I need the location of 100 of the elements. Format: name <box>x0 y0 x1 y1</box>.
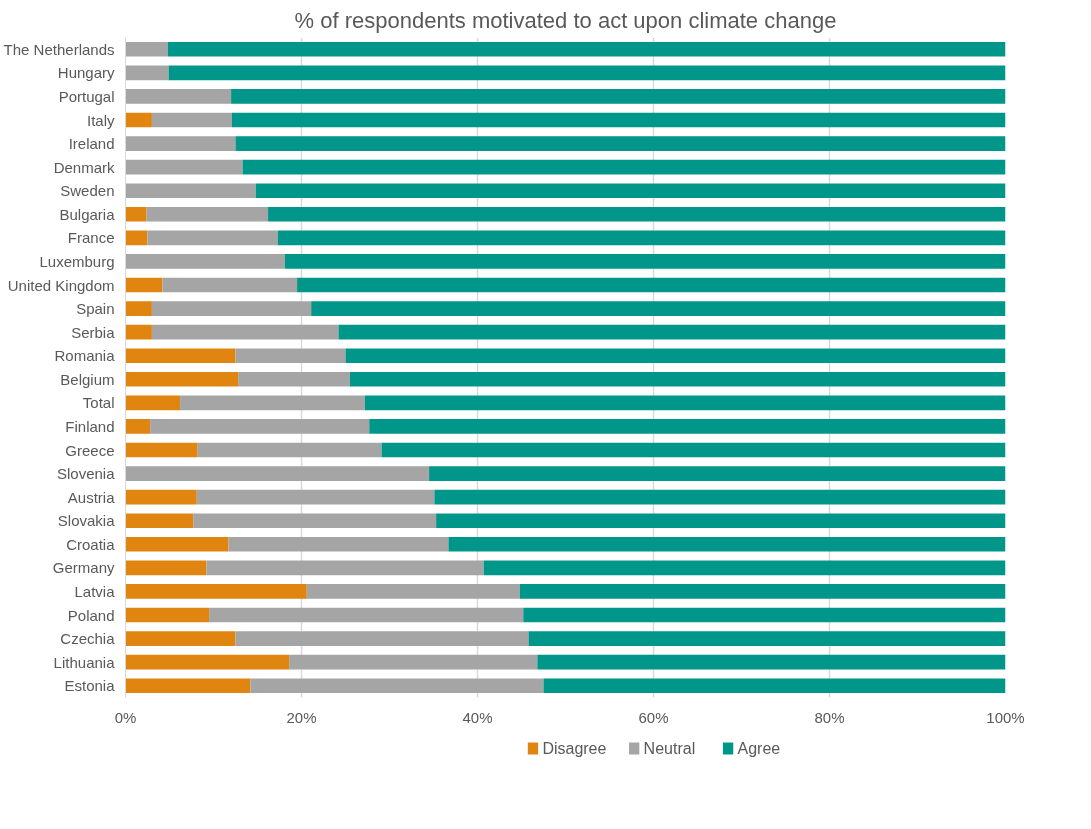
bar <box>537 654 1006 670</box>
y-tick-label: Germany <box>52 559 115 577</box>
bar <box>125 419 151 434</box>
bar <box>345 348 1006 364</box>
y-tick-label: Belgium <box>60 370 115 388</box>
y-tick-label: Portugal <box>58 87 115 105</box>
bar <box>277 230 1006 246</box>
bar <box>364 395 1006 411</box>
bar <box>125 631 236 646</box>
bar <box>242 159 1006 175</box>
bar <box>125 159 243 175</box>
bar <box>151 112 232 128</box>
x-tick-label: 100% <box>986 708 1025 726</box>
bar <box>306 584 520 599</box>
y-tick-label: Slovakia <box>57 512 116 530</box>
bar <box>255 183 1006 199</box>
y-tick-label: Hungary <box>57 64 115 82</box>
bar <box>125 324 152 340</box>
bar <box>151 301 312 316</box>
bar <box>231 89 1006 104</box>
bar <box>543 678 1006 694</box>
bar <box>528 631 1006 646</box>
bar <box>448 536 1006 552</box>
y-tick-label: Denmark <box>53 158 115 176</box>
bar <box>238 371 350 387</box>
bar <box>125 607 210 623</box>
y-tick-label: Slovenia <box>56 465 116 483</box>
bar <box>125 41 168 57</box>
bar <box>369 419 1006 434</box>
bar <box>125 136 236 151</box>
y-tick-label: Finland <box>65 417 115 435</box>
x-tick-label: 80% <box>814 708 845 726</box>
y-tick-label: Croatia <box>66 535 116 553</box>
bar <box>125 89 232 104</box>
bar <box>125 112 152 128</box>
bar <box>125 560 207 576</box>
y-tick-label: Austria <box>67 488 116 506</box>
bar <box>125 442 198 458</box>
bar <box>125 489 197 505</box>
legend-label: Neutral <box>643 740 696 757</box>
y-tick-label: Greece <box>65 441 115 459</box>
bar <box>151 324 339 340</box>
x-tick-label: 20% <box>286 708 317 726</box>
bar <box>125 678 251 694</box>
y-tick-label: Sweden <box>60 182 115 200</box>
bar <box>162 277 298 293</box>
bar <box>338 324 1006 340</box>
y-tick-label: Ireland <box>68 135 115 153</box>
bar <box>235 348 346 364</box>
bar <box>125 183 256 199</box>
bar <box>125 395 181 411</box>
bar <box>297 277 1006 293</box>
y-tick-label: Lithuania <box>53 653 116 671</box>
y-tick-label: Total <box>82 394 115 412</box>
y-tick-label: Czechia <box>60 630 116 648</box>
bar <box>311 301 1006 316</box>
y-tick-label: France <box>67 229 115 247</box>
bar <box>231 112 1006 128</box>
bar <box>125 654 290 670</box>
bar <box>167 41 1006 57</box>
y-tick-label: United Kingdom <box>7 276 115 294</box>
bar <box>436 513 1006 529</box>
y-tick-label: Poland <box>67 606 115 624</box>
y-tick-label: Italy <box>86 111 115 129</box>
bar <box>284 254 1006 269</box>
y-tick-label: Estonia <box>64 677 116 695</box>
chart-title: % of respondents motivated to act upon climate change <box>294 7 837 33</box>
bar <box>125 254 285 269</box>
bar <box>235 631 529 646</box>
y-tick-label: Serbia <box>71 323 116 341</box>
legend-label: Disagree <box>542 740 607 757</box>
bar <box>434 489 1006 505</box>
bar <box>206 560 484 576</box>
bar <box>125 277 163 293</box>
bar <box>125 466 430 481</box>
bar <box>483 560 1006 576</box>
y-tick-label: Latvia <box>74 582 116 600</box>
bar <box>125 371 239 387</box>
bar <box>168 65 1006 81</box>
bar <box>268 206 1006 222</box>
bar <box>523 607 1006 623</box>
y-tick-label: Bulgaria <box>59 205 116 223</box>
bar <box>125 230 148 246</box>
bar <box>180 395 365 411</box>
y-tick-label: Romania <box>54 347 116 365</box>
bar <box>250 678 544 694</box>
bar <box>235 136 1006 151</box>
bar <box>146 206 269 222</box>
x-tick-label: 40% <box>462 708 493 726</box>
bar <box>150 419 370 434</box>
bar <box>429 466 1006 481</box>
bar <box>147 230 278 246</box>
bar <box>196 489 435 505</box>
bar <box>125 301 152 316</box>
bar <box>193 513 437 529</box>
y-tick-label: The Netherlands <box>3 40 115 58</box>
bar <box>519 584 1006 599</box>
y-tick-label: Luxemburg <box>39 252 115 270</box>
bar <box>125 65 169 81</box>
bar <box>125 513 194 529</box>
